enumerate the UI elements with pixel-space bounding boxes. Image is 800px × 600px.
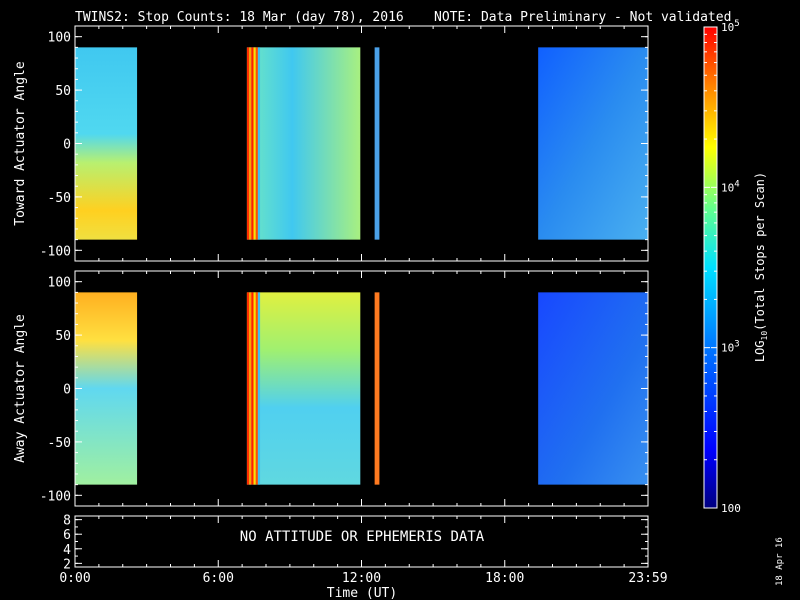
chart-note: NOTE: Data Preliminary - Not validated (434, 10, 731, 25)
y-axis-label: Toward Actuator Angle (13, 61, 28, 226)
edge-stripe (246, 47, 250, 240)
y-axis-label: Away Actuator Angle (13, 314, 28, 463)
y-tick-label: 6 (63, 528, 71, 543)
colorbar-tick-label: 104 (721, 179, 740, 194)
x-axis-label: Time (UT) (327, 586, 397, 600)
colorbar-tick-label: 100 (721, 502, 741, 515)
y-tick-label: 50 (55, 84, 71, 99)
data-block-2 (246, 292, 361, 485)
x-tick-label: 0:00 (59, 571, 90, 586)
x-tick-label: 23:59 (628, 571, 667, 586)
colorbar-label: LOG10(Total Stops per Scan) (753, 172, 769, 362)
date-stamp: 18 Apr 16 (775, 537, 785, 586)
axes-layer: 100 50 0 -50 -100 Toward Actuator Angle 100 50 0… (13, 25, 668, 586)
edge-stripe (249, 292, 252, 485)
data-block-1 (75, 47, 138, 240)
data-block-4 (538, 292, 648, 485)
edge-stripe (249, 47, 252, 240)
y-tick-label: 4 (63, 543, 71, 558)
edge-stripe (257, 47, 261, 240)
x-tick-label: 6:00 (203, 571, 234, 586)
edge-stripe (251, 47, 254, 240)
y-tick-label: 0 (63, 383, 71, 398)
y-tick-label: 8 (63, 514, 71, 529)
edge-stripe (246, 292, 250, 485)
colorbar-axis: 105 104 103 100 (704, 19, 741, 515)
edge-stripe (251, 292, 254, 485)
edge-stripe (255, 47, 258, 240)
edge-stripe (253, 292, 256, 485)
y-tick-label: -100 (40, 489, 71, 504)
chart-title: TWINS2: Stop Counts: 18 Mar (day 78), 20… (75, 10, 404, 25)
ephemeris-message: NO ATTITUDE OR EPHEMERIS DATA (240, 529, 485, 545)
y-tick-label: -100 (40, 244, 71, 259)
edge-stripe (257, 292, 261, 485)
edge-stripe (255, 292, 258, 485)
y-tick-label: 0 (63, 138, 71, 153)
colorbar-tick-label: 103 (721, 340, 740, 355)
y-tick-label: 100 (48, 31, 71, 46)
y-tick-label: 50 (55, 329, 71, 344)
x-tick-label: 12:00 (342, 571, 381, 586)
colorbar (703, 26, 718, 509)
y-tick-label: 100 (48, 276, 71, 291)
data-block-3 (374, 47, 380, 240)
y-tick-label: -50 (48, 191, 71, 206)
colorbar-tick-label: 105 (721, 19, 740, 34)
data-block-4 (538, 47, 648, 240)
edge-stripe (253, 47, 256, 240)
y-tick-label: -50 (48, 436, 71, 451)
y-tick-label: 2 (63, 557, 71, 572)
data-block-1 (75, 292, 138, 485)
x-tick-label: 18:00 (485, 571, 524, 586)
data-block-2 (246, 47, 361, 240)
data-block-3 (374, 292, 380, 485)
heatmap-layer (75, 47, 648, 485)
